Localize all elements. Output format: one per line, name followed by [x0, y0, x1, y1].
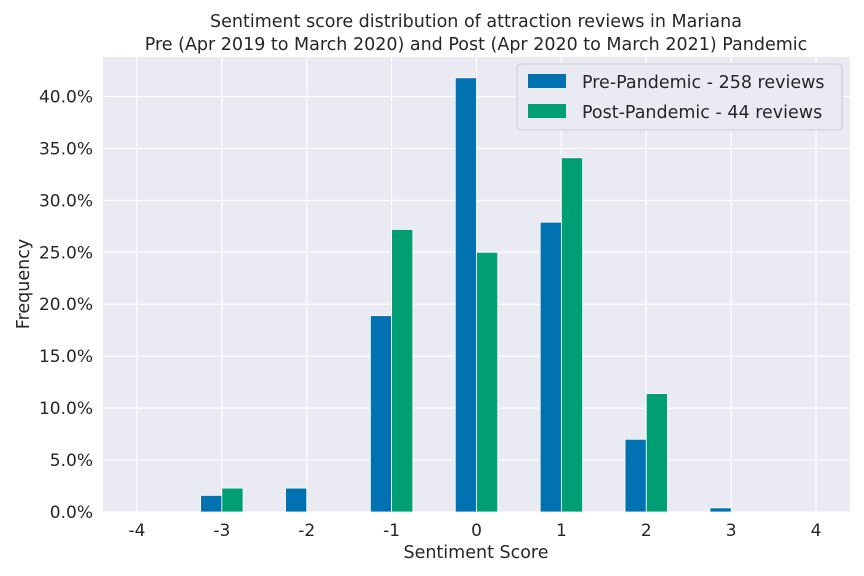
- bar-pre-pandemic: [285, 487, 308, 513]
- bar-post-pandemic: [221, 487, 244, 513]
- bar-pre-pandemic: [539, 221, 562, 513]
- x-tick-label: 2: [641, 521, 652, 541]
- legend-swatch-pre: [528, 74, 566, 88]
- y-tick-label: 5.0%: [50, 451, 93, 471]
- x-tick-label: -3: [213, 521, 230, 541]
- bar-post-pandemic: [560, 157, 584, 513]
- x-tick-label: -1: [383, 521, 400, 541]
- bar-pre-pandemic: [200, 494, 223, 513]
- bar-pre-pandemic: [709, 507, 732, 513]
- y-tick-label: 30.0%: [39, 191, 93, 211]
- legend: Pre-Pandemic - 258 reviews Post-Pandemic…: [516, 63, 843, 131]
- bar-post-pandemic: [645, 393, 668, 513]
- x-tick-label: 0: [471, 521, 482, 541]
- x-axis-label: Sentiment Score: [403, 543, 548, 563]
- x-tick-label: 3: [726, 521, 737, 541]
- y-tick-label: 20.0%: [39, 295, 93, 315]
- y-tick-label: 10.0%: [39, 399, 93, 419]
- y-tick-label: 35.0%: [39, 139, 93, 159]
- legend-label-post: Post-Pandemic - 44 reviews: [582, 103, 822, 123]
- x-tick-label: 1: [556, 521, 567, 541]
- bar-pre-pandemic: [369, 315, 393, 513]
- y-tick-label: 25.0%: [39, 243, 93, 263]
- chart-subtitle: Pre (Apr 2019 to March 2020) and Post (A…: [145, 35, 808, 55]
- bars: [200, 77, 732, 513]
- bar-post-pandemic: [391, 229, 414, 513]
- x-tick-label: -2: [298, 521, 315, 541]
- legend-swatch-post: [528, 104, 566, 118]
- x-ticks: -4 -3 -2 -1 0 1 2 3 4: [128, 521, 821, 541]
- bar-pre-pandemic: [454, 77, 477, 513]
- x-tick-label: 4: [811, 521, 822, 541]
- bar-post-pandemic: [476, 251, 499, 513]
- chart-title: Sentiment score distribution of attracti…: [210, 12, 742, 32]
- legend-box: [516, 63, 843, 131]
- y-tick-label: 40.0%: [39, 87, 93, 107]
- y-ticks: 0.0% 5.0% 10.0% 15.0% 20.0% 25.0% 30.0% 35.0% 40…: [39, 87, 93, 523]
- y-tick-label: 0.0%: [50, 503, 93, 523]
- y-tick-label: 15.0%: [39, 347, 93, 367]
- legend-label-pre: Pre-Pandemic - 258 reviews: [582, 73, 825, 93]
- y-axis-label: Frequency: [14, 239, 34, 329]
- x-tick-label: -4: [128, 521, 145, 541]
- bar-pre-pandemic: [624, 438, 647, 513]
